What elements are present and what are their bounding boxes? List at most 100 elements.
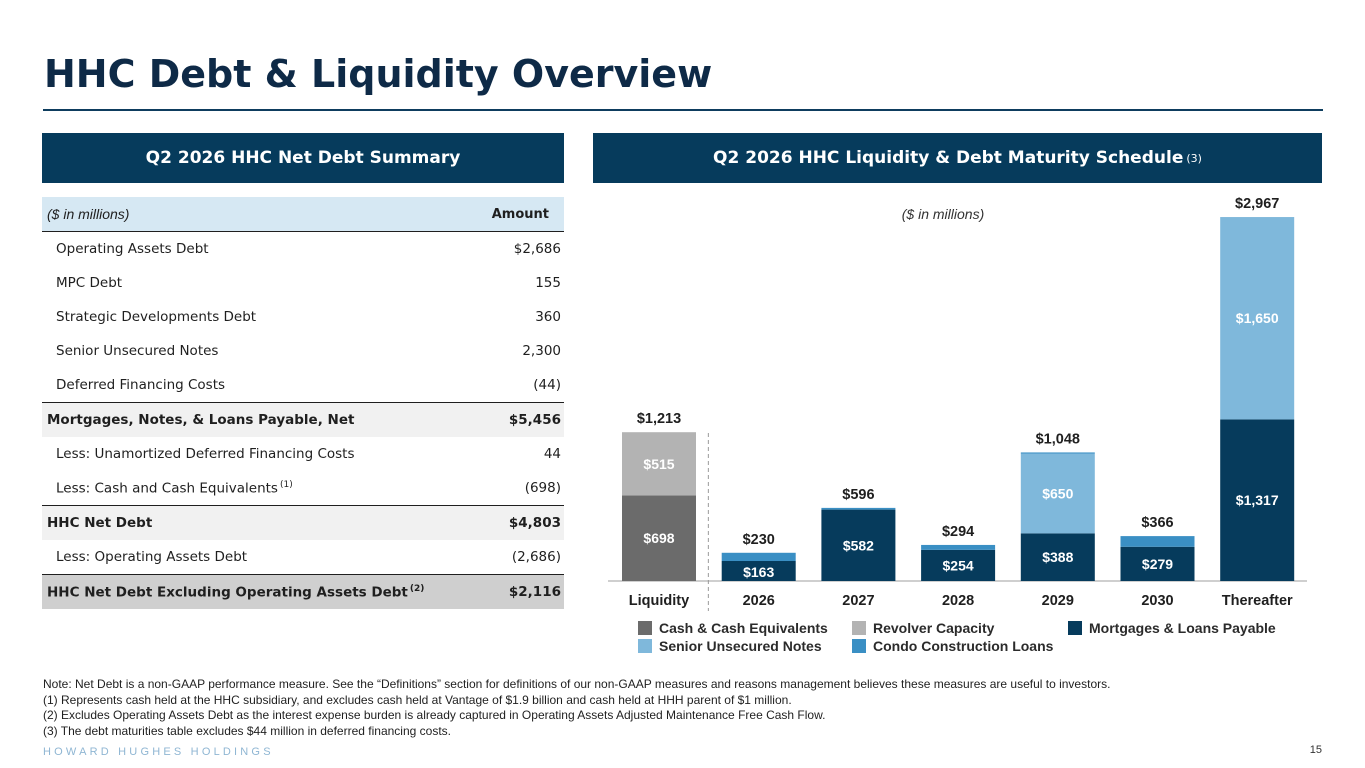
title-divider	[43, 109, 1323, 111]
bar-total-label: $294	[942, 524, 974, 540]
legend-label: Condo Construction Loans	[873, 638, 1054, 654]
legend-swatch	[852, 639, 866, 653]
legend-swatch	[852, 621, 866, 635]
bar-segment	[1020, 533, 1095, 581]
bar-segment	[921, 549, 996, 581]
table-row: Operating Assets Debt $2,686	[42, 232, 564, 267]
table-row: MPC Debt 155	[42, 266, 564, 300]
bar-segment	[1220, 217, 1295, 420]
row-label: Deferred Financing Costs	[42, 368, 481, 403]
row-label: Less: Unamortized Deferred Financing Cos…	[42, 437, 481, 471]
row-footnote: (1)	[279, 479, 293, 490]
x-tick-label: 2027	[842, 593, 874, 609]
bar-total-label: $2,967	[1235, 196, 1279, 212]
table-header-row: ($ in millions) Amount	[42, 197, 564, 232]
bar-segment	[1220, 419, 1295, 581]
row-value: 155	[535, 275, 561, 291]
legend-swatch	[638, 621, 652, 635]
table-row: Less: Unamortized Deferred Financing Cos…	[42, 437, 564, 471]
bar-data-label: $1,650	[1236, 310, 1279, 326]
net-debt-summary-title: Q2 2026 HHC Net Debt Summary	[145, 148, 461, 168]
bar-data-label: $163	[743, 564, 774, 580]
row-label-text: HHC Net Debt Excluding Operating Assets …	[47, 584, 408, 601]
row-label: MPC Debt	[42, 266, 481, 300]
footer-brand: HOWARD HUGHES HOLDINGS	[43, 746, 274, 758]
legend-item: Cash & Cash Equivalents	[638, 620, 828, 636]
legend-swatch	[1068, 621, 1082, 635]
row-label-text: HHC Net Debt	[47, 515, 153, 531]
bar-data-label: $650	[1042, 486, 1073, 502]
bar-data-label: $388	[1042, 549, 1073, 565]
bar-segment	[622, 432, 696, 496]
bar-segment	[721, 552, 796, 562]
amount-header: Amount	[481, 197, 564, 232]
legend-label: Cash & Cash Equivalents	[659, 620, 828, 636]
row-label-text: Operating Assets Debt	[56, 241, 209, 257]
table-row: Less: Cash and Cash Equivalents (1) (698)	[42, 471, 564, 506]
x-tick-label: 2028	[942, 593, 974, 609]
legend-label: Senior Unsecured Notes	[659, 638, 822, 654]
chart-subtitle: ($ in millions)	[902, 206, 984, 222]
net-debt-summary-header: Q2 2026 HHC Net Debt Summary	[42, 133, 564, 183]
footnotes: Note: Net Debt is a non-GAAP performance…	[43, 677, 1110, 739]
row-label: Senior Unsecured Notes	[42, 334, 481, 368]
bar-total-label: $230	[743, 532, 775, 548]
bar-segment	[921, 544, 996, 550]
x-tick-label: 2029	[1042, 593, 1074, 609]
row-value: $2,686	[513, 241, 561, 257]
footnote-line: (2) Excludes Operating Assets Debt as th…	[43, 708, 826, 722]
maturity-schedule-footnote: (3)	[1186, 151, 1202, 165]
bar-total-label: $1,213	[637, 411, 681, 427]
bar-data-label: $698	[643, 530, 674, 546]
bar-segment	[622, 495, 696, 581]
bar-data-label: $582	[843, 537, 874, 553]
table-row: Senior Unsecured Notes 2,300	[42, 334, 564, 368]
table-row: Strategic Developments Debt 360	[42, 300, 564, 334]
table-row: Less: Operating Assets Debt (2,686)	[42, 540, 564, 575]
bar-segment	[1020, 452, 1095, 454]
x-tick-label: 2030	[1141, 593, 1173, 609]
maturity-schedule-title: Q2 2026 HHC Liquidity & Debt Maturity Sc…	[713, 148, 1184, 168]
row-label-text: Deferred Financing Costs	[56, 377, 226, 393]
row-label-text: Less: Operating Assets Debt	[56, 549, 248, 565]
row-label-text: Less: Cash and Cash Equivalents	[56, 480, 278, 497]
row-value: $2,116	[481, 574, 564, 609]
bar-total-label: $366	[1141, 515, 1173, 531]
page-title: HHC Debt & Liquidity Overview	[44, 52, 713, 96]
row-value: (2,686)	[511, 549, 561, 565]
bar-data-label: $279	[1142, 556, 1173, 572]
row-label: Mortgages, Notes, & Loans Payable, Net	[42, 402, 482, 437]
legend-label: Mortgages & Loans Payable	[1089, 620, 1276, 636]
bar-data-label: $1,317	[1236, 492, 1279, 508]
x-tick-label: Thereafter	[1222, 593, 1293, 609]
x-tick-label: 2026	[743, 593, 775, 609]
x-tick-label: Liquidity	[629, 593, 689, 609]
row-label-text: Less: Unamortized Deferred Financing Cos…	[56, 446, 355, 462]
bar-segment	[1120, 536, 1195, 547]
row-value: (698)	[524, 480, 561, 496]
row-footnote: (2)	[409, 583, 425, 594]
bar-total-label: $1,048	[1036, 431, 1080, 447]
legend-item: Senior Unsecured Notes	[638, 638, 822, 654]
bar-data-label: $254	[943, 557, 974, 573]
table-row: HHC Net Debt Excluding Operating Assets …	[42, 574, 564, 609]
bar-segment	[821, 509, 896, 581]
row-value: $5,456	[481, 402, 564, 437]
bar-segment	[1120, 546, 1195, 581]
bar-data-label: $515	[643, 456, 674, 472]
row-label: Operating Assets Debt	[42, 232, 481, 267]
table-row: Mortgages, Notes, & Loans Payable, Net $5…	[42, 402, 564, 437]
row-label: HHC Net Debt Excluding Operating Assets …	[42, 574, 482, 609]
net-debt-table: ($ in millions) Amount Operating Assets …	[42, 197, 564, 609]
table-row: Deferred Financing Costs (44)	[42, 368, 564, 403]
row-value: (44)	[533, 377, 561, 393]
footnote-line: (1) Represents cash held at the HHC subs…	[43, 692, 792, 707]
bar-segment	[821, 507, 896, 510]
bar-segment	[1020, 453, 1095, 534]
bar-total-label: $596	[842, 487, 874, 503]
row-value: 360	[535, 309, 561, 325]
row-value: 44	[543, 446, 561, 462]
legend-item: Condo Construction Loans	[852, 638, 1053, 654]
legend-item: Mortgages & Loans Payable	[1068, 620, 1276, 636]
row-label-text: Senior Unsecured Notes	[56, 343, 219, 359]
